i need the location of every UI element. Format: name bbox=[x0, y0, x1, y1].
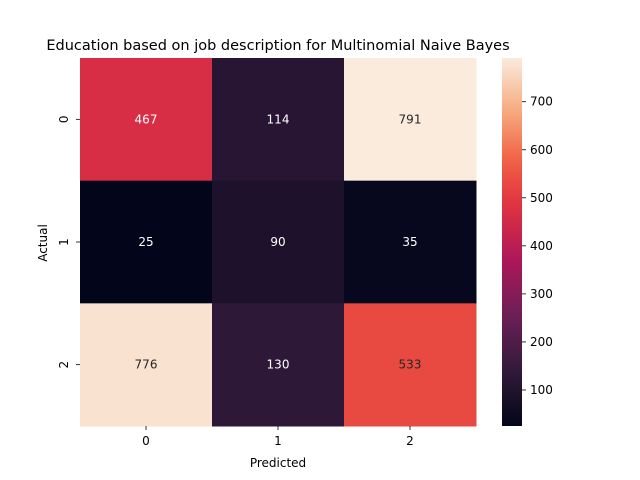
colorbar bbox=[502, 58, 522, 426]
cell-value-label-1-0: 25 bbox=[138, 235, 153, 249]
y-tick-label-2: 2 bbox=[57, 361, 71, 369]
heatmap-cell-1-2 bbox=[344, 180, 477, 304]
y-tick-label-1: 1 bbox=[57, 238, 71, 246]
cell-value-label-1-1: 90 bbox=[270, 235, 285, 249]
heatmap-cell-0-0 bbox=[80, 58, 213, 182]
heatmap-cell-0-1 bbox=[212, 58, 345, 182]
heatmap-cell-1-1 bbox=[212, 180, 345, 304]
colorbar-tick-label-1: 200 bbox=[530, 335, 553, 349]
heatmap-cell-2-1 bbox=[212, 303, 345, 427]
colorbar-tick-label-6: 700 bbox=[530, 95, 553, 109]
cell-value-label-2-1: 130 bbox=[267, 358, 290, 372]
y-tick-label-0: 0 bbox=[57, 116, 71, 124]
x-axis: 0 1 2 bbox=[142, 426, 414, 448]
colorbar-tick-label-0: 100 bbox=[530, 383, 553, 397]
cell-value-label-1-2: 35 bbox=[402, 235, 417, 249]
heatmap-cell-2-0 bbox=[80, 303, 213, 427]
x-tick-label-2: 2 bbox=[406, 434, 414, 448]
x-tick-label-1: 1 bbox=[274, 434, 282, 448]
x-tick-label-0: 0 bbox=[142, 434, 150, 448]
y-axis-label: Actual bbox=[36, 224, 50, 262]
x-axis-label: Predicted bbox=[250, 456, 306, 470]
colorbar-tick-label-5: 600 bbox=[530, 143, 553, 157]
heatmap-cells bbox=[80, 58, 477, 427]
colorbar-tick-label-2: 300 bbox=[530, 287, 553, 301]
colorbar-tick-label-3: 400 bbox=[530, 239, 553, 253]
cell-value-label-2-2: 533 bbox=[399, 358, 422, 372]
cell-value-label-2-0: 776 bbox=[135, 358, 158, 372]
cell-value-labels: 467 114 791 25 90 35 776 130 533 bbox=[135, 112, 422, 371]
cell-value-label-0-1: 114 bbox=[267, 112, 290, 126]
heatmap-cell-2-2 bbox=[344, 303, 477, 427]
chart-title: Education based on job description for M… bbox=[46, 38, 509, 54]
y-axis: 0 1 2 bbox=[57, 116, 80, 369]
cell-value-label-0-2: 791 bbox=[399, 112, 422, 126]
colorbar-tick-label-4: 500 bbox=[530, 191, 553, 205]
cell-value-label-0-0: 467 bbox=[135, 112, 158, 126]
heatmap-cell-0-2 bbox=[344, 58, 477, 182]
colorbar-ticks: 100 200 300 400 500 600 700 bbox=[522, 95, 553, 397]
heatmap-cell-1-0 bbox=[80, 180, 213, 304]
